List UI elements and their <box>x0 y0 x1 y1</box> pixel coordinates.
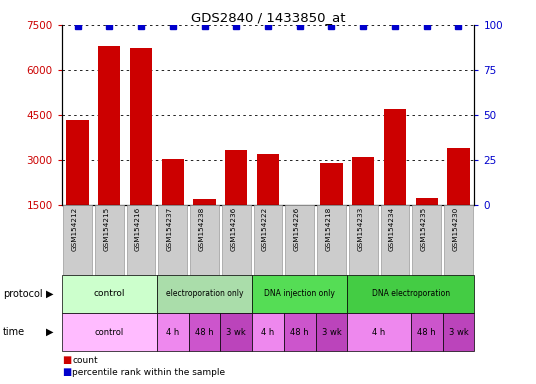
Text: GSM154222: GSM154222 <box>262 207 268 251</box>
Text: GSM154218: GSM154218 <box>325 207 331 251</box>
Text: GSM154226: GSM154226 <box>294 207 300 251</box>
Bar <box>193 199 215 205</box>
Bar <box>384 109 406 205</box>
Bar <box>98 46 121 205</box>
Text: control: control <box>93 289 125 298</box>
Text: DNA injection only: DNA injection only <box>264 289 335 298</box>
Bar <box>130 48 152 205</box>
Text: GSM154215: GSM154215 <box>103 207 109 251</box>
Text: protocol: protocol <box>3 289 42 299</box>
Text: GSM154230: GSM154230 <box>452 207 458 251</box>
Bar <box>257 154 279 205</box>
Text: ■: ■ <box>62 367 71 377</box>
Text: 48 h: 48 h <box>291 328 309 337</box>
Text: DNA electroporation: DNA electroporation <box>372 289 450 298</box>
Text: GSM154212: GSM154212 <box>71 207 78 251</box>
Text: 3 wk: 3 wk <box>449 328 468 337</box>
Text: GSM154216: GSM154216 <box>135 207 141 251</box>
Bar <box>321 163 343 205</box>
Text: GSM154238: GSM154238 <box>198 207 205 251</box>
Text: 48 h: 48 h <box>195 328 214 337</box>
Bar <box>289 205 311 236</box>
Text: electroporation only: electroporation only <box>166 289 243 298</box>
Text: 4 h: 4 h <box>166 328 180 337</box>
Text: control: control <box>95 328 124 337</box>
Bar <box>225 150 248 205</box>
Text: ■: ■ <box>62 355 71 365</box>
Text: ▶: ▶ <box>46 327 53 337</box>
Text: 48 h: 48 h <box>418 328 436 337</box>
Text: count: count <box>72 356 98 365</box>
Text: 3 wk: 3 wk <box>226 328 246 337</box>
Text: GDS2840 / 1433850_at: GDS2840 / 1433850_at <box>191 11 345 24</box>
Text: ▶: ▶ <box>46 289 53 299</box>
Text: GSM154233: GSM154233 <box>357 207 363 251</box>
Text: GSM154236: GSM154236 <box>230 207 236 251</box>
Bar <box>415 198 438 205</box>
Text: 4 h: 4 h <box>262 328 274 337</box>
Text: GSM154234: GSM154234 <box>389 207 395 251</box>
Text: 3 wk: 3 wk <box>322 328 341 337</box>
Text: GSM154237: GSM154237 <box>167 207 173 251</box>
Text: GSM154235: GSM154235 <box>421 207 427 251</box>
Text: time: time <box>3 327 25 337</box>
Bar <box>162 159 184 205</box>
Bar <box>66 120 88 205</box>
Bar <box>352 157 374 205</box>
Bar <box>448 148 470 205</box>
Text: 4 h: 4 h <box>373 328 386 337</box>
Text: percentile rank within the sample: percentile rank within the sample <box>72 368 226 377</box>
